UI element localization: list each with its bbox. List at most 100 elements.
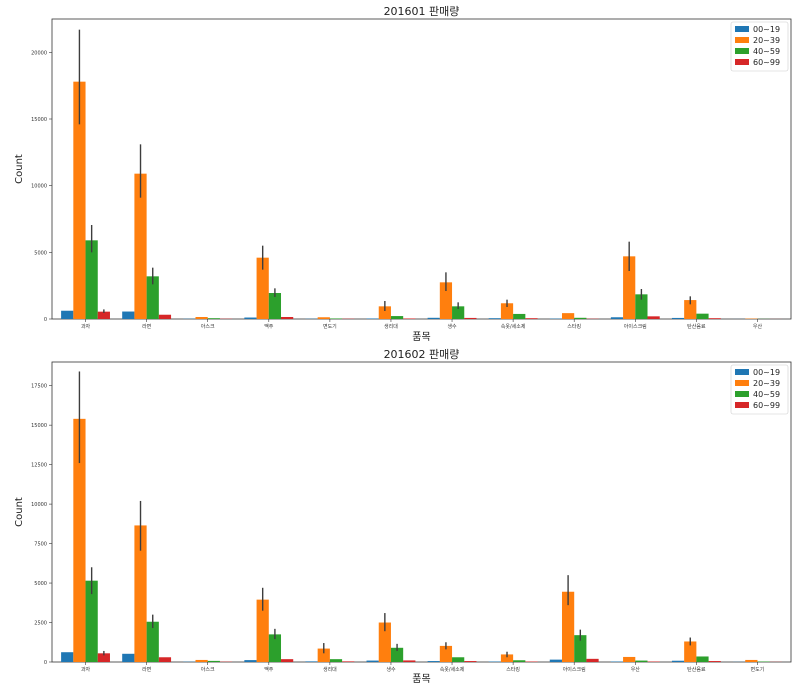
x-tick-label: 맥주 (264, 323, 274, 330)
bar-2039-0 (73, 418, 86, 662)
bar-6099-3 (281, 317, 294, 319)
bar-0019-5 (366, 660, 379, 662)
x-tick-label: 생수 (386, 666, 396, 673)
bar-2039-5 (378, 622, 391, 662)
bar-4059-3 (268, 634, 282, 662)
y-tick-label: 10000 (31, 184, 47, 190)
x-tick-label: 탄산음료 (687, 666, 706, 673)
x-tick-label: 아스크 (201, 323, 215, 330)
bar-6099-8 (586, 658, 599, 662)
legend-label: 20~39 (753, 36, 780, 45)
bar-6099-5 (403, 318, 416, 319)
bar-0019-6 (427, 661, 440, 662)
bar-6099-0 (97, 311, 110, 319)
bar-2039-2 (195, 659, 208, 662)
x-tick-label: 스타킹 (506, 666, 520, 673)
bar-0019-4 (305, 661, 318, 662)
bar-4059-5 (390, 316, 404, 319)
bar-2039-11 (745, 659, 758, 662)
legend-swatch (735, 48, 749, 54)
bar-4059-10 (696, 656, 709, 662)
bar-2039-9 (623, 656, 636, 662)
bar-4059-0 (85, 580, 98, 662)
x-tick-label: 탄산음료 (687, 323, 706, 330)
bar-0019-10 (671, 660, 685, 662)
legend-label: 00~19 (753, 368, 780, 377)
legend-label: 60~99 (753, 58, 780, 67)
x-tick-label: 생리대 (323, 666, 337, 673)
bar-0019-3 (244, 660, 257, 662)
bar-4059-1 (146, 621, 159, 662)
bar-2039-4 (317, 648, 330, 662)
x-tick-label: 아스크 (201, 666, 215, 673)
bar-6099-1 (158, 657, 172, 662)
bar-2039-10 (684, 641, 697, 662)
bar-2039-3 (256, 257, 269, 319)
y-tick-label: 20000 (31, 50, 47, 56)
bar-2039-3 (256, 599, 269, 662)
y-tick-label: 15000 (31, 117, 47, 123)
y-tick-label: 17500 (31, 384, 47, 390)
bar-6099-10 (708, 318, 721, 319)
y-tick-label: 12500 (31, 463, 47, 469)
y-tick-label: 0 (44, 660, 47, 666)
bar-2039-9 (623, 256, 636, 319)
bar-0019-9 (610, 317, 624, 319)
y-tick-label: 0 (44, 317, 47, 323)
legend-label: 20~39 (753, 379, 780, 388)
legend-swatch (735, 402, 749, 408)
plot-frame (51, 18, 792, 320)
x-tick-label: 스타킹 (567, 323, 581, 330)
bar-4059-8 (574, 635, 587, 662)
bar-4059-9 (635, 294, 648, 319)
bar-6099-6 (464, 317, 477, 319)
legend-label: 60~99 (753, 401, 780, 410)
bar-4059-9 (635, 660, 648, 662)
bar-4059-2 (207, 660, 220, 662)
chart-title: 201602 판매량 (384, 348, 460, 361)
bar-4059-10 (696, 313, 709, 319)
bar-2039-6 (439, 282, 453, 319)
bar-6099-5 (403, 660, 416, 662)
bar-4059-7 (513, 660, 526, 662)
bar-6099-4 (342, 661, 355, 662)
bar-4059-4 (329, 659, 343, 662)
plot-frame (51, 361, 792, 663)
bar-6099-7 (525, 318, 538, 319)
y-tick-label: 5000 (34, 250, 47, 256)
x-tick-label: 생수 (447, 323, 457, 330)
bar-0019-0 (61, 310, 74, 319)
bar-2039-5 (378, 306, 391, 319)
bar-2039-1 (134, 173, 147, 319)
bar-2039-0 (73, 81, 86, 320)
bar-4059-0 (85, 240, 98, 319)
x-tick-label: 우산 (753, 323, 763, 330)
bar-2039-8 (561, 591, 575, 662)
x-tick-label: 아이스크림 (624, 323, 647, 330)
legend-swatch (735, 380, 749, 386)
x-tick-label: 면도기 (751, 666, 765, 673)
bar-4059-3 (268, 293, 282, 319)
bar-4059-4 (329, 318, 343, 319)
y-tick-label: 5000 (34, 581, 47, 587)
bar-2039-1 (134, 525, 147, 662)
x-tick-label: 맥주 (264, 666, 274, 673)
bar-0019-7 (488, 318, 501, 319)
legend-label: 00~19 (753, 25, 780, 34)
bar-4059-5 (390, 647, 404, 662)
y-tick-label: 7500 (34, 542, 47, 548)
bar-0019-1 (122, 653, 135, 662)
y-tick-label: 15000 (31, 423, 47, 429)
x-tick-label: 생리대 (384, 323, 398, 330)
legend-label: 40~59 (753, 47, 780, 56)
bar-2039-10 (684, 300, 697, 319)
bar-0019-6 (427, 317, 440, 319)
y-tick-label: 2500 (34, 621, 47, 627)
x-axis-title: 품목 (412, 331, 430, 343)
legend-label: 40~59 (753, 390, 780, 399)
y-axis-title: Count (14, 497, 25, 527)
y-axis-title: Count (14, 154, 25, 184)
bar-6099-6 (464, 661, 477, 662)
x-tick-label: 면도기 (323, 323, 337, 330)
